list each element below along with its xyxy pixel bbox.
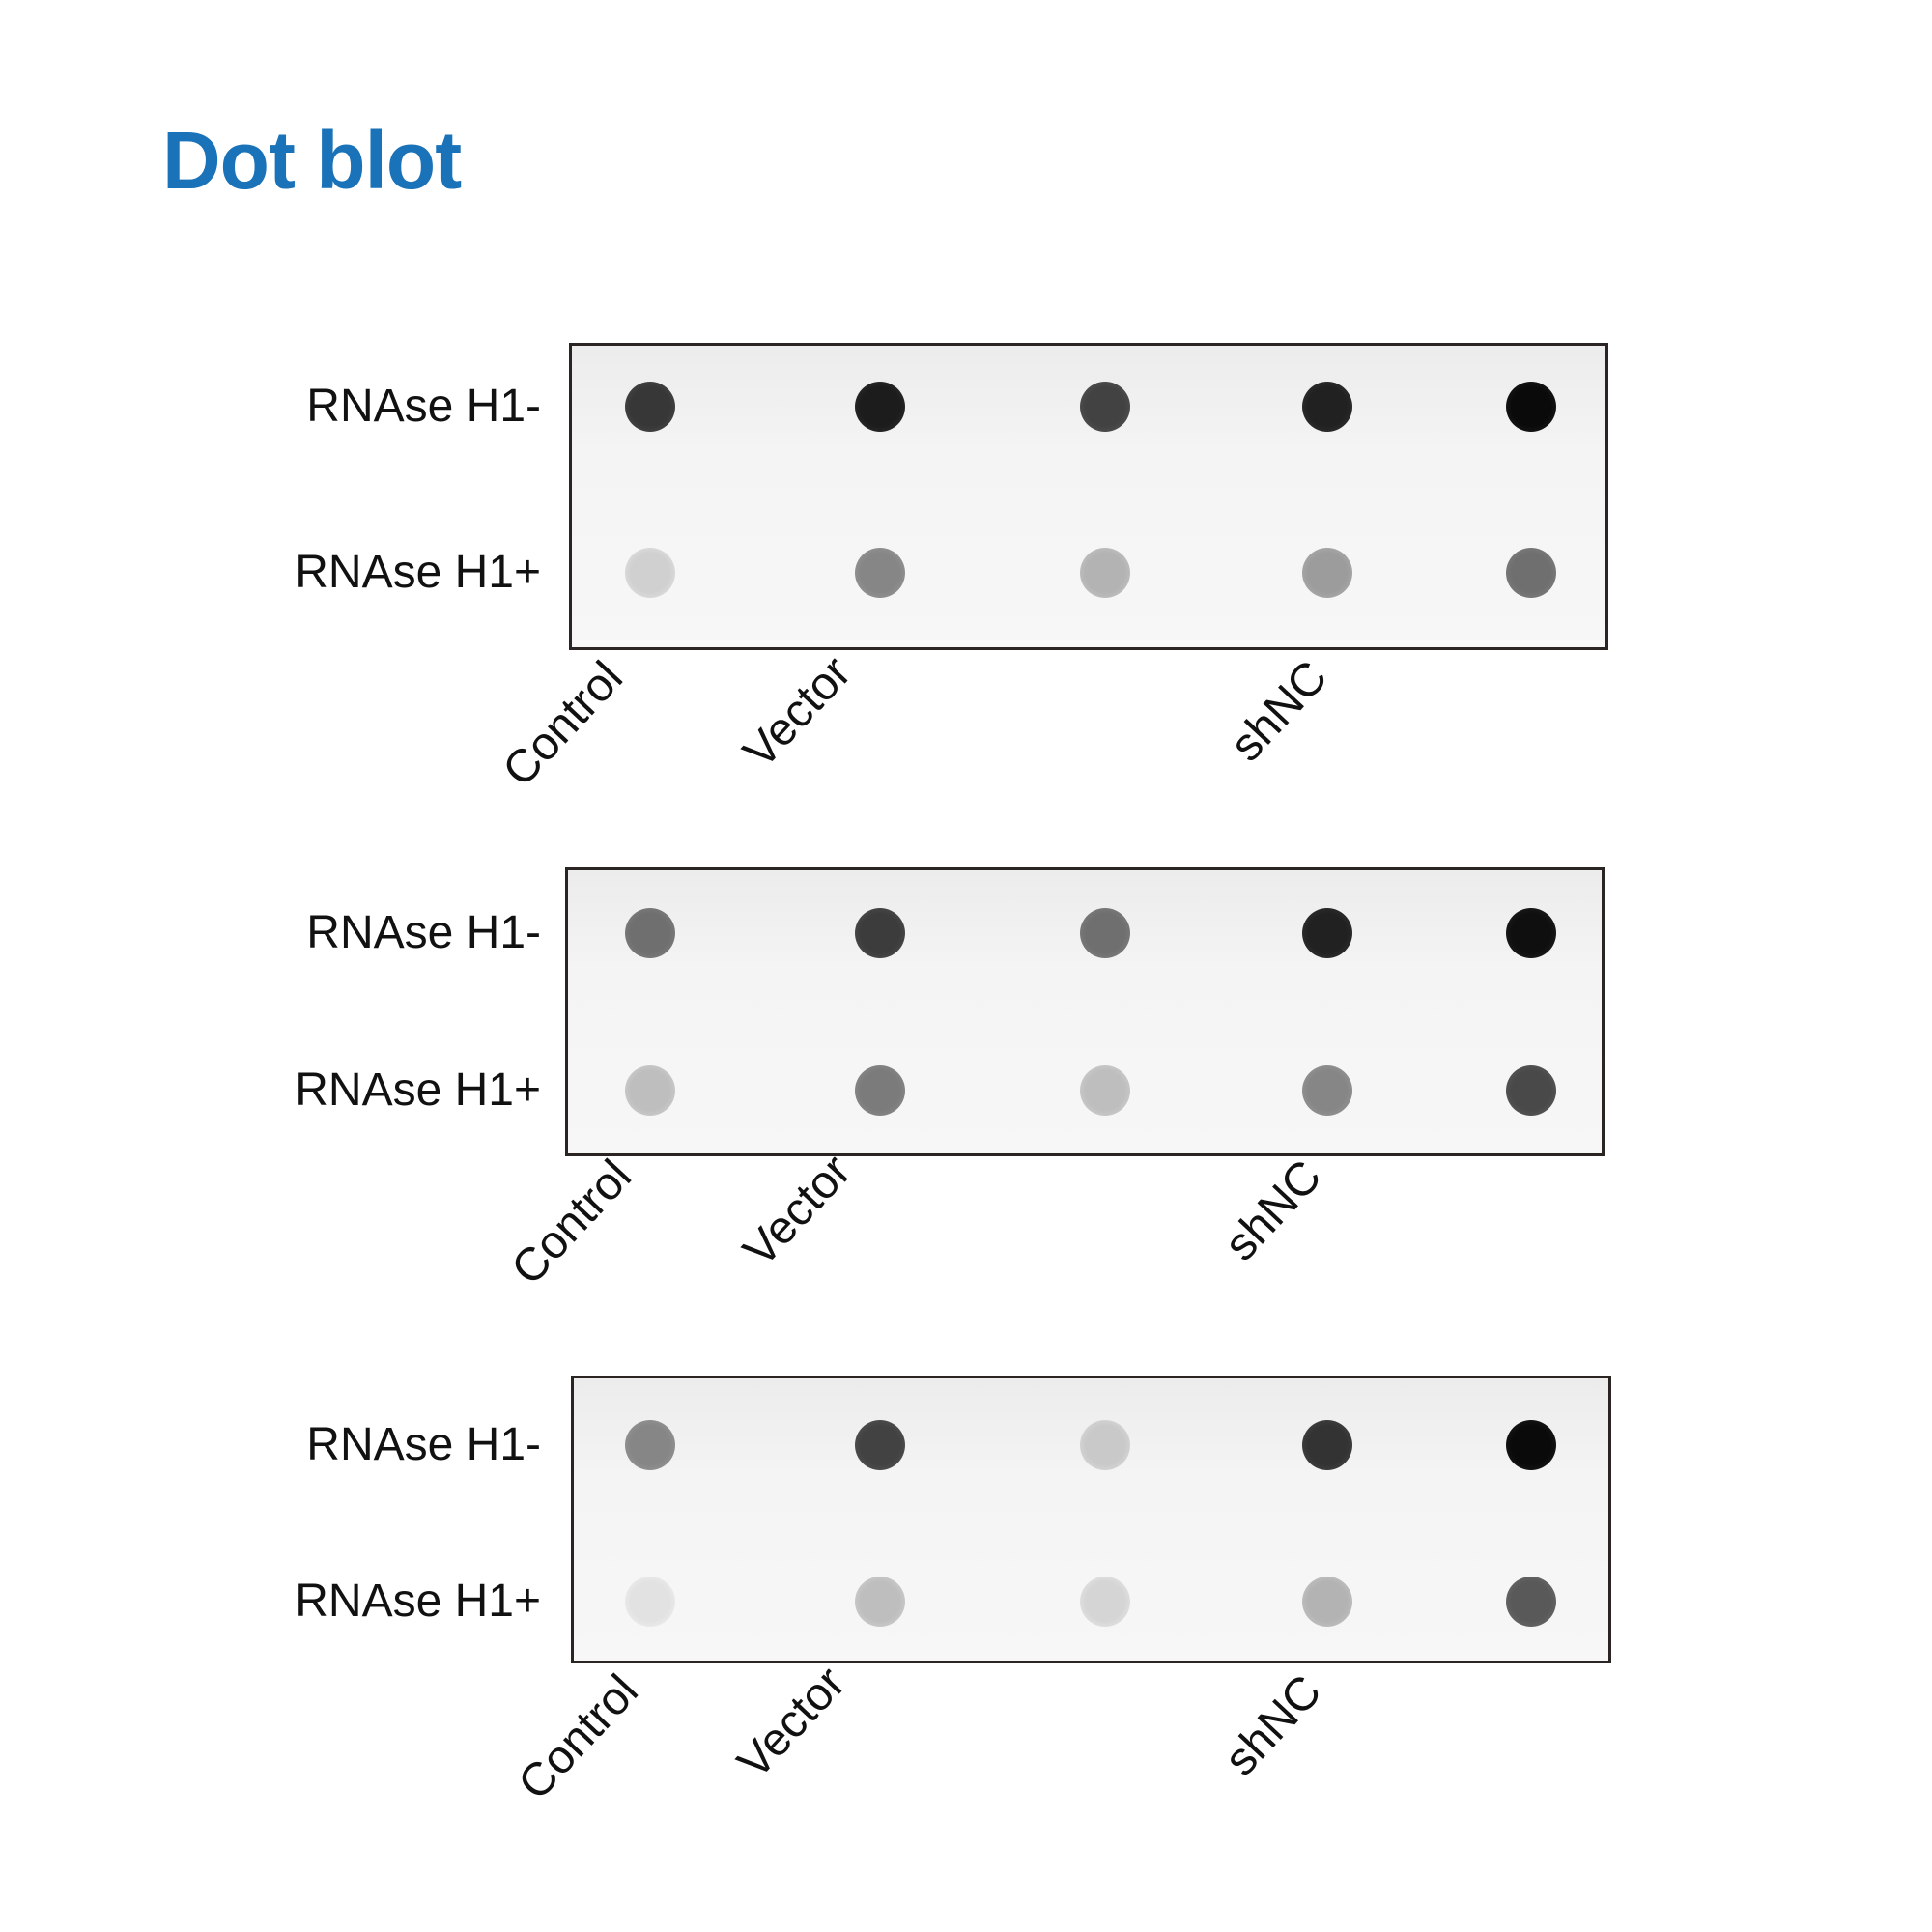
blot-dot <box>855 548 905 598</box>
blot-dot <box>1302 1065 1352 1116</box>
blot-dot <box>625 382 675 432</box>
row-label: RNAse H1- <box>306 1419 541 1470</box>
blot-dot <box>1080 1420 1130 1470</box>
column-label: shNC <box>1214 1151 1332 1271</box>
blot-dot <box>1080 1577 1130 1627</box>
blot-dot <box>1302 382 1352 432</box>
column-label: Control <box>501 1151 641 1295</box>
blot-dot <box>625 908 675 958</box>
column-label: Vector <box>727 1657 856 1789</box>
blot-dot <box>625 1577 675 1627</box>
blot-dot <box>855 908 905 958</box>
row-label: RNAse H1- <box>306 907 541 958</box>
blot-dot <box>625 1065 675 1116</box>
blot-dot <box>855 1065 905 1116</box>
blot-dot <box>1080 1065 1130 1116</box>
blot-dot <box>625 548 675 598</box>
column-label: shNC <box>1220 651 1338 772</box>
blot-dot <box>855 1420 905 1470</box>
blot-dot <box>1302 1577 1352 1627</box>
row-label: RNAse H1+ <box>295 1065 541 1116</box>
blot-dot <box>1080 548 1130 598</box>
blot-dot <box>1506 908 1556 958</box>
column-label: Vector <box>733 1145 862 1277</box>
blot-dot <box>1506 548 1556 598</box>
page-title: Dot blot <box>162 115 462 206</box>
blot-dot <box>1506 1577 1556 1627</box>
blot-dot <box>1302 548 1352 598</box>
blot-dot <box>1302 908 1352 958</box>
blot-dot <box>1506 1420 1556 1470</box>
row-label: RNAse H1+ <box>295 547 541 598</box>
column-label: Control <box>508 1665 648 1810</box>
row-label: RNAse H1- <box>306 381 541 432</box>
blot-dot <box>1080 382 1130 432</box>
blot-panel <box>565 867 1605 1156</box>
blot-dot <box>1080 908 1130 958</box>
blot-dot <box>625 1420 675 1470</box>
blot-dot <box>855 382 905 432</box>
blot-dot <box>1302 1420 1352 1470</box>
row-label: RNAse H1+ <box>295 1576 541 1627</box>
column-label: Vector <box>733 646 862 779</box>
blot-dot <box>1506 382 1556 432</box>
column-label: Control <box>493 652 633 797</box>
column-label: shNC <box>1214 1665 1332 1786</box>
blot-dot <box>855 1577 905 1627</box>
blot-dot <box>1506 1065 1556 1116</box>
